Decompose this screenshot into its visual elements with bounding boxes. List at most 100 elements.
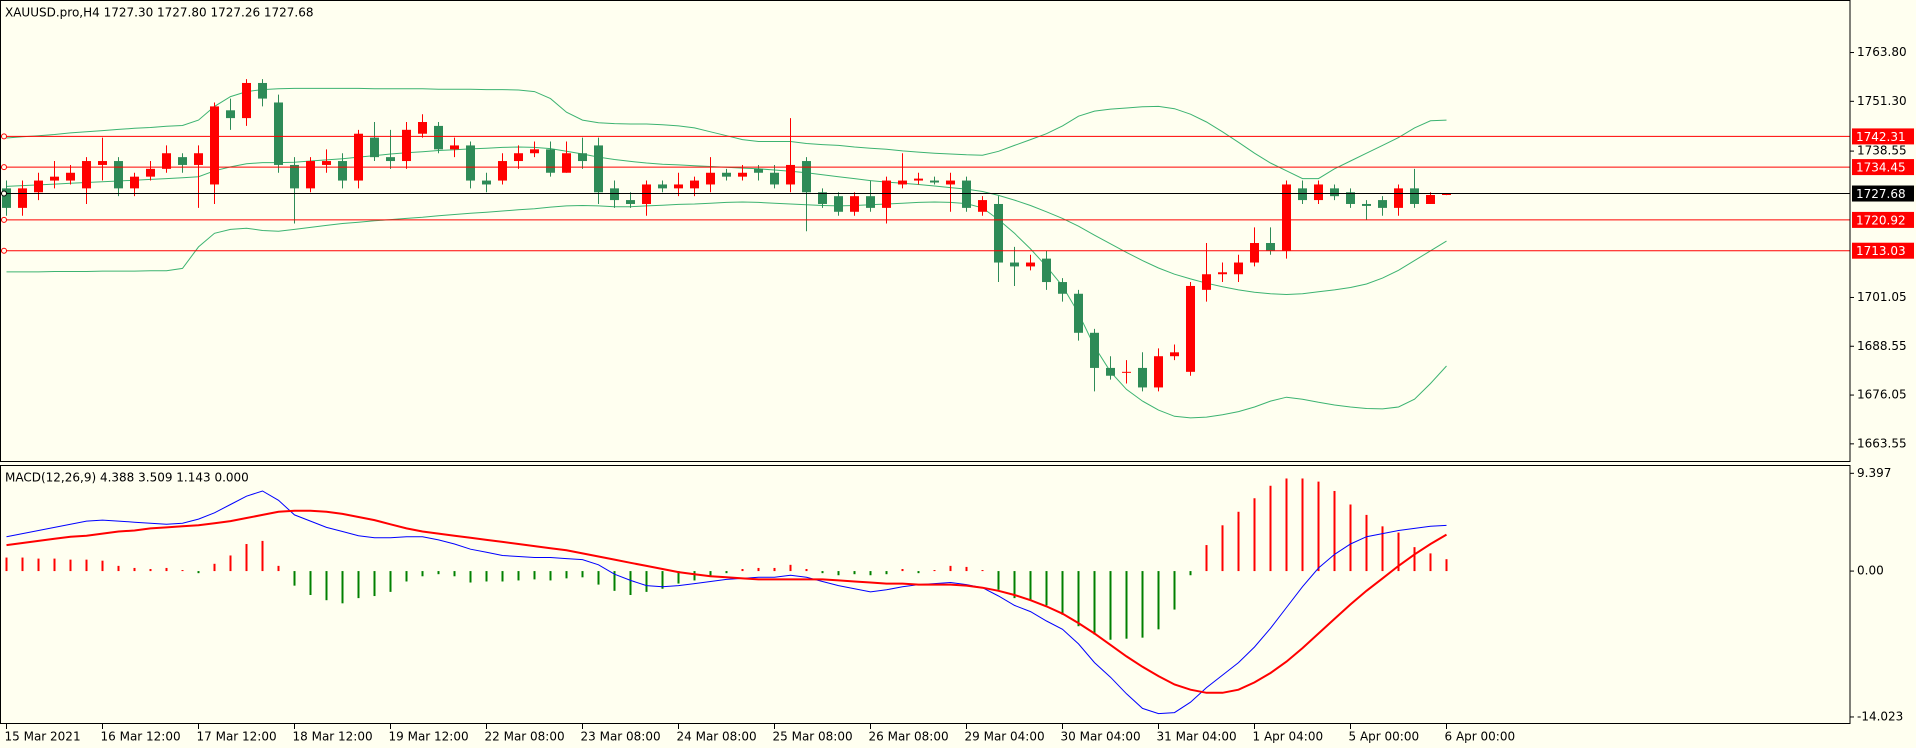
candle-body [274,102,283,165]
level-line-label-box [1852,128,1914,145]
candle-body [1154,356,1163,388]
level-line-handle [1,133,7,140]
level-line-label: 1713.03 [1856,244,1906,258]
x-tick-label: 18 Mar 12:00 [293,730,373,744]
bollinger-band [6,201,1447,419]
macd-line [6,490,1447,715]
candle-body [578,153,587,162]
candle-body [322,161,331,165]
candle-body [1218,272,1227,275]
candle-body [66,172,75,181]
candle-body [386,157,395,162]
level-line-label: 1720.92 [1856,213,1906,227]
x-tick-label: 19 Mar 12:00 [389,730,469,744]
level-line-label: 1734.45 [1856,161,1906,175]
level-line-handle [1,216,7,223]
candle-body [850,196,859,212]
y-tick-label: 1751.30 [1857,94,1907,108]
candle-body [1266,243,1275,251]
candle-body [882,180,891,208]
x-tick-label: 22 Mar 08:00 [485,730,565,744]
y-tick-label: 1701.05 [1857,290,1907,304]
candle-body [482,180,491,185]
x-tick-label: 29 Mar 04:00 [965,730,1045,744]
candle-body [162,153,171,169]
candle-body [194,153,203,165]
candle-body [18,188,27,208]
candle-body [370,137,379,158]
candle-body [338,161,347,181]
x-tick-label: 16 Mar 12:00 [101,730,181,744]
candle-body [98,161,107,165]
candle-body [514,153,523,162]
x-tick-label: 23 Mar 08:00 [581,730,661,744]
candle-body [690,180,699,189]
candle-body [1330,188,1339,197]
y-tick-label: 1738.55 [1857,144,1907,158]
y-tick-label: 1763.80 [1857,45,1907,59]
candle-body [306,161,315,189]
candle-body [82,161,91,189]
candle-body [866,196,875,208]
candle-body [1138,367,1147,388]
candle-body [530,149,539,154]
x-tick-label: 15 Mar 2021 [5,730,81,744]
y-tick-label: 1663.55 [1857,436,1907,450]
candle-body [962,180,971,208]
candle-body [834,196,843,212]
candle-body [1058,282,1067,294]
panel-title: XAUUSD.pro,H4 1727.30 1727.80 1727.26 17… [5,6,314,20]
x-tick-label: 25 Mar 08:00 [773,730,853,744]
candle-body [1010,262,1019,267]
current-price-line-handle [1,190,7,197]
candle-body [402,129,411,162]
candle-body [706,172,715,185]
candle-body [114,161,123,189]
candle-body [50,176,59,181]
y-tick-label: 1676.05 [1857,388,1907,402]
candle-body [418,122,427,134]
candle-body [34,180,43,193]
candle-body [1202,274,1211,290]
y-tick-label: 1688.55 [1857,339,1907,353]
current-price-line-label-box [1852,185,1914,202]
candle-body [610,188,619,201]
panel-frame [0,465,1851,724]
candle-body [1378,200,1387,208]
candle-body [898,180,907,185]
candle-body [770,172,779,185]
candle-body [290,164,299,189]
panel-frame [0,0,1851,462]
x-tick-label: 17 Mar 12:00 [197,730,277,744]
level-line-label-box [1852,159,1914,176]
candle-body [1298,188,1307,201]
candle-body [1394,188,1403,208]
candle-body [1234,262,1243,275]
candle-body [658,184,667,189]
candle-body [1122,371,1131,373]
candle-body [754,168,763,173]
candle-body [210,106,219,185]
x-tick-label: 31 Mar 04:00 [1157,730,1237,744]
candle-body [994,203,1003,263]
candle-body [1282,184,1291,251]
panel-title: MACD(12,26,9) 4.388 3.509 1.143 0.000 [5,471,249,485]
x-tick-label: 24 Mar 08:00 [677,730,757,744]
level-line-label: 1742.31 [1856,130,1906,144]
y-tick-label: -14.023 [1857,709,1903,723]
candle-body [1250,243,1259,263]
candle-body [1106,367,1115,376]
x-tick-label: 30 Mar 04:00 [1061,730,1141,744]
candle-body [738,172,747,177]
candle-body [562,153,571,173]
candle-body [466,145,475,181]
candle-body [946,180,955,185]
candle-body [1442,193,1451,196]
candle-body [178,157,187,165]
candle-body [1042,258,1051,283]
candle-body [818,192,827,204]
candle-body [1170,352,1179,357]
candle-body [914,178,923,181]
candle-body [642,184,651,204]
